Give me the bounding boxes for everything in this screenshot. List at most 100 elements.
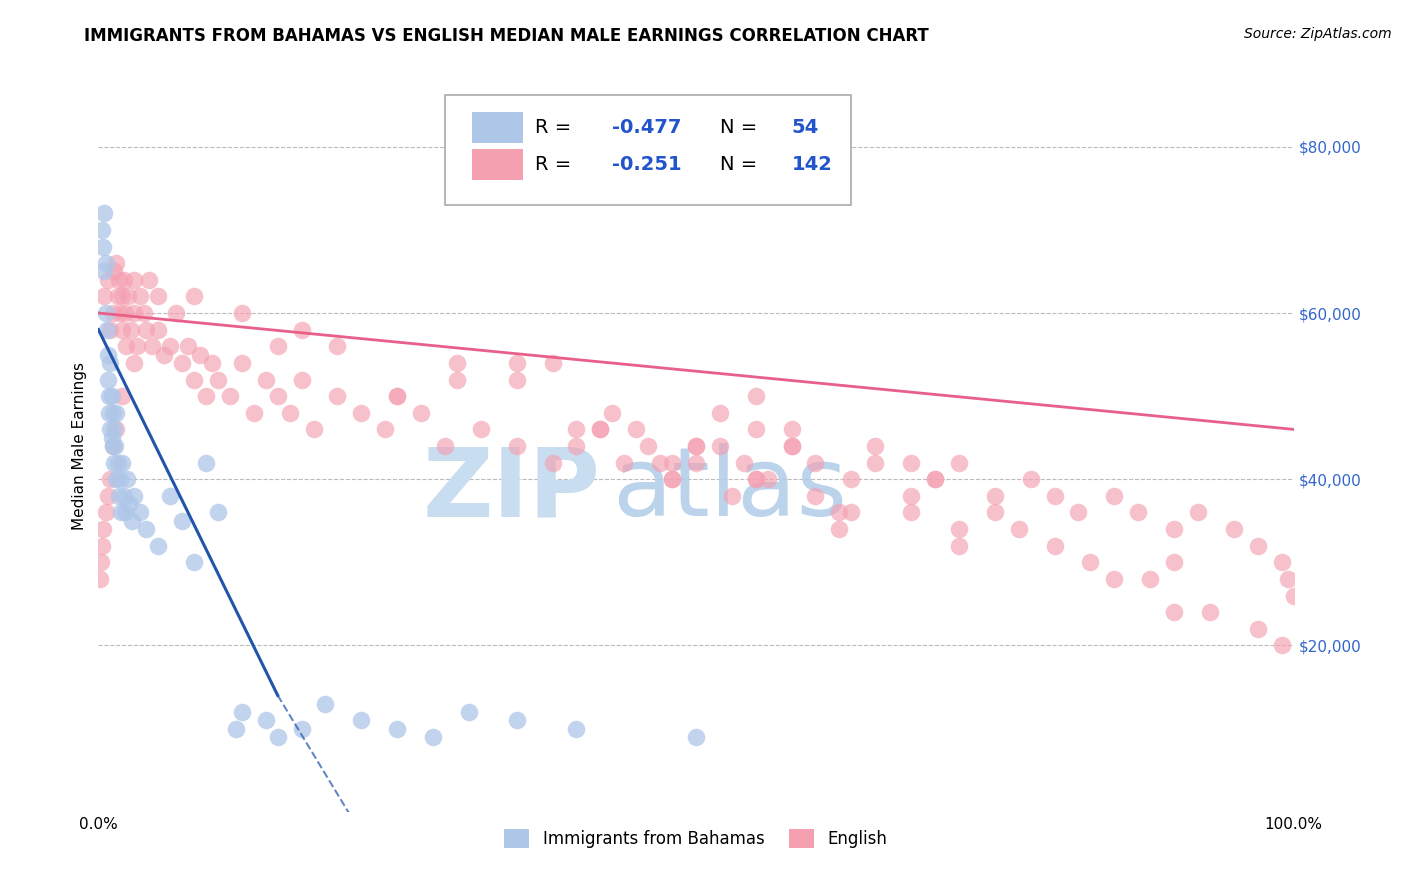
Point bbox=[100, 389, 122, 403]
Point bbox=[506, 356, 529, 370]
Point bbox=[385, 389, 409, 403]
Point bbox=[302, 422, 325, 436]
Point bbox=[124, 306, 146, 320]
Point bbox=[1104, 489, 1126, 503]
Text: atlas: atlas bbox=[613, 443, 848, 536]
Point bbox=[201, 356, 224, 370]
Point bbox=[411, 406, 433, 420]
Point bbox=[685, 439, 707, 453]
Point bbox=[103, 456, 125, 470]
Point bbox=[470, 422, 492, 436]
Point bbox=[91, 239, 114, 253]
FancyBboxPatch shape bbox=[446, 95, 852, 204]
Point bbox=[506, 372, 529, 386]
Point bbox=[780, 439, 803, 453]
Point bbox=[1163, 605, 1185, 619]
Point bbox=[91, 223, 114, 237]
Point bbox=[159, 339, 181, 353]
Point bbox=[733, 456, 755, 470]
Text: ZIP: ZIP bbox=[422, 443, 600, 536]
Point bbox=[101, 439, 124, 453]
Point bbox=[97, 273, 120, 287]
Point bbox=[900, 489, 922, 503]
Point bbox=[98, 323, 122, 337]
Point bbox=[105, 422, 128, 436]
Point bbox=[93, 206, 115, 220]
Point bbox=[159, 489, 181, 503]
Point bbox=[124, 356, 146, 370]
Point bbox=[745, 472, 768, 486]
Point bbox=[183, 372, 205, 386]
Point bbox=[110, 506, 132, 520]
Point bbox=[1104, 572, 1126, 586]
Point bbox=[100, 431, 122, 445]
Point bbox=[148, 539, 170, 553]
Point bbox=[111, 456, 134, 470]
Point bbox=[685, 439, 707, 453]
Text: N =: N = bbox=[720, 119, 763, 137]
Point bbox=[745, 422, 768, 436]
Point bbox=[107, 289, 129, 303]
Point bbox=[350, 714, 373, 728]
Point bbox=[506, 439, 529, 453]
Point bbox=[91, 539, 114, 553]
Point bbox=[101, 439, 124, 453]
Point bbox=[1008, 522, 1031, 536]
Point bbox=[1043, 539, 1066, 553]
Point bbox=[828, 522, 851, 536]
Point bbox=[709, 439, 731, 453]
Point bbox=[685, 456, 707, 470]
Point bbox=[115, 339, 138, 353]
Point bbox=[195, 456, 218, 470]
Point bbox=[141, 339, 163, 353]
Point bbox=[165, 306, 187, 320]
Point bbox=[267, 730, 290, 744]
Point bbox=[111, 289, 134, 303]
Point bbox=[661, 472, 683, 486]
Point bbox=[1163, 522, 1185, 536]
Point bbox=[804, 456, 827, 470]
Point bbox=[756, 472, 779, 486]
Point bbox=[101, 306, 124, 320]
Point bbox=[96, 323, 118, 337]
Point bbox=[111, 389, 134, 403]
Point bbox=[91, 522, 114, 536]
Point bbox=[828, 506, 851, 520]
Point bbox=[385, 722, 409, 736]
Point bbox=[385, 389, 409, 403]
Point bbox=[93, 289, 115, 303]
Point bbox=[231, 306, 253, 320]
Point bbox=[97, 489, 120, 503]
Y-axis label: Median Male Earnings: Median Male Earnings bbox=[72, 362, 87, 530]
Point bbox=[153, 347, 176, 362]
Point bbox=[118, 497, 141, 511]
Point bbox=[984, 506, 1007, 520]
Point bbox=[104, 439, 127, 453]
Point bbox=[112, 489, 135, 503]
Point bbox=[541, 456, 564, 470]
Point bbox=[565, 722, 588, 736]
Point bbox=[1163, 555, 1185, 569]
Point bbox=[114, 306, 136, 320]
Point bbox=[105, 472, 128, 486]
Point bbox=[219, 389, 242, 403]
Point bbox=[103, 264, 125, 278]
Point bbox=[458, 705, 481, 719]
Point bbox=[589, 422, 612, 436]
Point bbox=[602, 406, 624, 420]
Point bbox=[565, 439, 588, 453]
Text: IMMIGRANTS FROM BAHAMAS VS ENGLISH MEDIAN MALE EARNINGS CORRELATION CHART: IMMIGRANTS FROM BAHAMAS VS ENGLISH MEDIA… bbox=[84, 27, 929, 45]
Point bbox=[98, 472, 122, 486]
Point bbox=[94, 256, 117, 270]
Point bbox=[1139, 572, 1161, 586]
Point bbox=[1247, 622, 1270, 636]
Point bbox=[1223, 522, 1246, 536]
Point bbox=[172, 514, 194, 528]
Point bbox=[565, 422, 588, 436]
Point bbox=[107, 489, 129, 503]
Point bbox=[125, 339, 148, 353]
Point bbox=[207, 372, 229, 386]
Point bbox=[98, 389, 121, 403]
Point bbox=[207, 506, 229, 520]
Point bbox=[107, 273, 129, 287]
